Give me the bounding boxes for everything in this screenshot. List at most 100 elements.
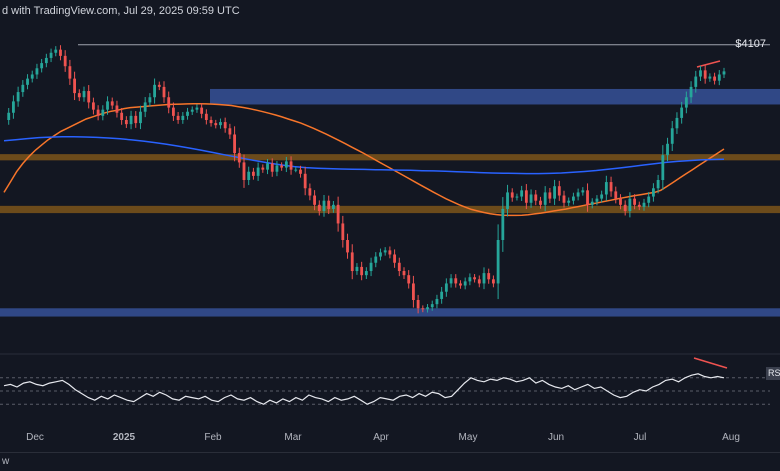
candle-body [341, 223, 345, 240]
candle-body [190, 109, 194, 112]
candle-body [487, 273, 491, 280]
candle-body [120, 112, 124, 120]
candle-body [473, 277, 476, 280]
candle-body [256, 167, 260, 176]
candle-body [675, 117, 679, 129]
candle-body [557, 186, 561, 196]
candle-body [7, 112, 11, 120]
candle-body [454, 278, 458, 284]
candle-body [656, 180, 660, 189]
x-axis: Dec 2025 Feb Mar Apr May Jun Jul Aug [26, 432, 740, 443]
candle-body [167, 97, 171, 108]
rsi-label: RS [766, 367, 780, 380]
candle-body [374, 256, 378, 263]
candle-body [708, 76, 712, 79]
candle-body [402, 271, 406, 276]
candle-body [666, 143, 669, 156]
candle-body [407, 275, 411, 284]
candle-body [515, 196, 519, 198]
candle-body [101, 109, 105, 116]
candle-body [440, 291, 444, 299]
candle-body [604, 182, 608, 195]
candle-body [73, 78, 76, 94]
candle-body [172, 107, 175, 116]
price-level-label: $4107 [735, 38, 766, 50]
candle-body [313, 195, 316, 205]
candle-body [722, 71, 726, 75]
candle-body [115, 105, 119, 113]
candle-body [543, 192, 547, 205]
candle-body [463, 281, 467, 286]
candle-body [261, 167, 265, 170]
candle-body [12, 101, 15, 113]
candle-body [468, 277, 472, 282]
candle-body [322, 200, 326, 212]
candle-body [96, 109, 100, 116]
ma-fast-line [3, 102, 725, 217]
candle-body [153, 84, 156, 98]
candle-body [110, 101, 114, 106]
candle-body [228, 128, 232, 135]
candle-body [317, 204, 321, 212]
candle-body [327, 200, 331, 209]
candle-body [684, 97, 688, 108]
candle-body [157, 84, 161, 87]
candle-body [303, 173, 307, 189]
candle-body [59, 49, 62, 56]
x-tick-label: Mar [284, 432, 302, 443]
candle-body [633, 198, 636, 205]
candle-body [355, 266, 359, 272]
candle-body [195, 107, 199, 110]
candle-body [181, 115, 185, 120]
candle-body [482, 273, 486, 284]
candle-body [477, 279, 481, 284]
candle-body [379, 252, 382, 257]
zone-0 [210, 88, 780, 105]
footer-bar: w [0, 452, 780, 471]
candle-body [284, 161, 288, 168]
candle-body [266, 163, 269, 170]
candle-body [209, 120, 213, 124]
candle-body [162, 86, 166, 98]
candle-body [539, 200, 542, 205]
candle-body [92, 102, 95, 110]
candle-body [369, 262, 373, 272]
x-tick-label: Apr [373, 432, 389, 443]
candle-body [360, 266, 364, 276]
candle-body [350, 252, 354, 272]
candle-body [652, 188, 655, 197]
candle-body [520, 190, 524, 197]
candle-body [63, 55, 67, 67]
candle-body [364, 271, 368, 276]
candle-body [299, 169, 302, 174]
candle-body [252, 171, 255, 176]
candle-body [275, 165, 279, 172]
rsi-panel [0, 353, 780, 405]
x-tick-label: Aug [722, 432, 740, 443]
candle-body [717, 74, 721, 81]
candle-body [595, 198, 599, 202]
candle-body [294, 169, 298, 171]
candle-body [308, 188, 312, 196]
candle-body [21, 84, 25, 93]
candle-body [214, 123, 218, 126]
candle-body [204, 113, 208, 120]
candle-body [223, 122, 227, 129]
candle-body [388, 250, 392, 255]
candle-body [346, 240, 349, 253]
x-tick-label: Jul [634, 432, 647, 443]
candle-body [124, 120, 128, 125]
candle-body [567, 200, 571, 203]
candle-body [614, 191, 618, 199]
candle-body [529, 194, 533, 203]
candle-body [501, 208, 505, 240]
chart-header: d with TradingView.com, Jul 29, 2025 09:… [2, 5, 240, 17]
candle-body [139, 111, 142, 124]
zone-1 [0, 154, 780, 161]
candles [7, 45, 726, 314]
candle-body [332, 204, 335, 209]
candle-body [176, 115, 180, 120]
candle-body [647, 196, 651, 203]
